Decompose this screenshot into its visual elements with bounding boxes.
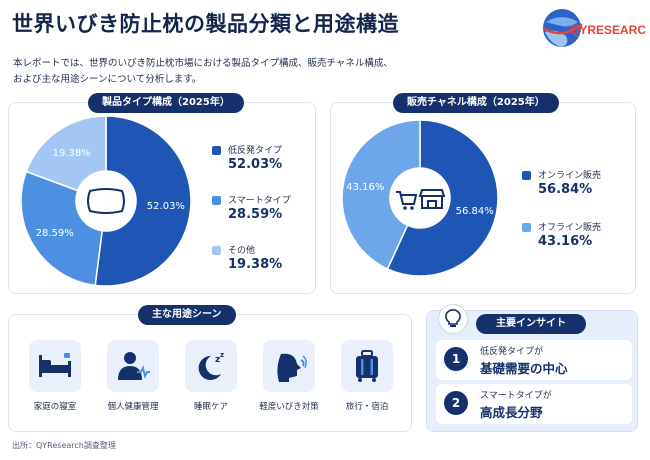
use-item-travel: 旅行・宿泊 — [332, 340, 402, 412]
legend-label: 低反発タイプ — [228, 146, 283, 156]
legend-label: スマートタイプ — [228, 196, 291, 206]
insight-number: 2 — [444, 391, 468, 415]
intro-text: 本レポートでは、世界のいびき防止枕市場における製品タイプ構成、販売チャネル構成、… — [13, 56, 513, 88]
sales-channel-title: 販売チャネル構成（2025年） — [393, 93, 559, 113]
insight-number: 1 — [444, 347, 468, 371]
legend-value: 52.03% — [228, 157, 283, 172]
product-type-title: 製品タイプ構成（2025年） — [88, 93, 244, 113]
insight-line-1: 低反発タイプが — [480, 347, 544, 357]
main-uses-title: 主な用途シーン — [138, 305, 236, 325]
insight-item: 1 低反発タイプが 基礎需要の中心 — [436, 340, 632, 380]
use-label: 旅行・宿泊 — [345, 402, 389, 412]
legend-value: 19.38% — [228, 257, 283, 272]
pillow-icon — [87, 188, 125, 214]
slice-label: 28.59% — [36, 228, 74, 239]
use-item-bedroom: 家庭の寝室 — [20, 340, 90, 412]
use-label: 家庭の寝室 — [33, 402, 77, 412]
svg-text:z: z — [215, 355, 220, 365]
insight-line-2: 基礎需要の中心 — [480, 361, 568, 376]
suitcase-icon — [341, 340, 393, 392]
page-title: 世界いびき防止枕の製品分類と用途構造 — [12, 12, 399, 36]
globe-logo-icon: QYRESEARCH — [542, 9, 650, 47]
legend-swatch — [212, 146, 221, 155]
svg-text:z: z — [220, 351, 224, 359]
legend-swatch — [522, 223, 531, 232]
insight-item: 2 スマートタイプが 高成長分野 — [436, 384, 632, 424]
legend-label: オンライン販売 — [538, 171, 602, 181]
key-insights-title: 主要インサイト — [476, 314, 586, 334]
lightbulb-icon — [438, 304, 468, 334]
intro-line-1: 本レポートでは、世界のいびき防止枕市場における製品タイプ構成、販売チャネル構成、 — [13, 58, 393, 69]
legend-label: オフライン販売 — [538, 223, 602, 233]
insight-line-2: 高成長分野 — [480, 405, 543, 420]
moon-sleep-icon: z z — [185, 340, 237, 392]
bed-icon — [29, 340, 81, 392]
use-item-health: 個人健康管理 — [98, 340, 168, 412]
slice-label: 52.03% — [147, 201, 185, 212]
legend-label: その他 — [228, 246, 256, 256]
slice-label: 43.16% — [346, 182, 384, 193]
legend-value: 43.16% — [538, 234, 593, 249]
legend-swatch — [212, 246, 221, 255]
product-type-donut-chart: 52.03% 28.59% 19.38% — [20, 115, 192, 287]
use-label: 個人健康管理 — [107, 402, 159, 412]
insight-line-1: スマートタイプが — [480, 391, 552, 401]
legend-value: 28.59% — [228, 207, 283, 222]
intro-line-2: および主な用途シーンについて分析します。 — [13, 74, 202, 85]
legend-swatch — [212, 196, 221, 205]
cart-store-icon — [396, 189, 446, 210]
use-item-sleep-care: z z 睡眠ケア — [176, 340, 246, 412]
use-label: 軽度いびき対策 — [259, 402, 319, 412]
use-label: 睡眠ケア — [193, 402, 228, 412]
person-health-icon — [107, 340, 159, 392]
sales-channel-donut-chart: 56.84% 43.16% — [341, 119, 499, 277]
qyresearch-logo: QYRESEARCH — [540, 6, 650, 50]
source-note: 出所：QYResearch調査整理 — [12, 441, 116, 450]
snoring-face-icon — [263, 340, 315, 392]
legend-value: 56.84% — [538, 182, 593, 197]
legend-swatch — [522, 171, 531, 180]
use-item-snoring: 軽度いびき対策 — [254, 340, 324, 412]
slice-label: 56.84% — [456, 206, 494, 217]
slice-label: 19.38% — [53, 148, 91, 159]
logo-text: QYRESEARCH — [570, 23, 646, 37]
